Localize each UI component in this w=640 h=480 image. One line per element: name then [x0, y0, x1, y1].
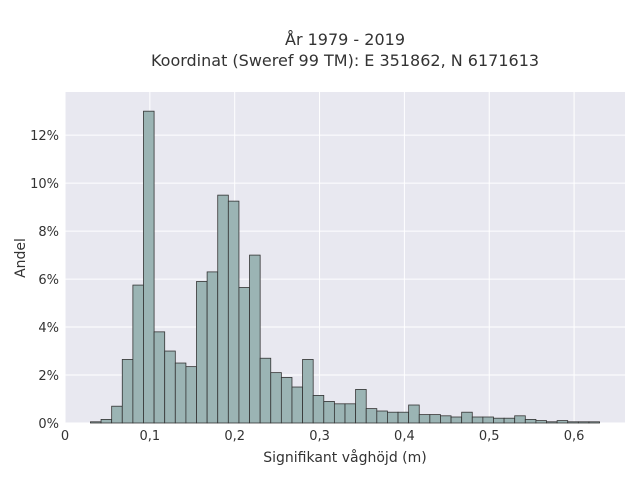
histogram-bar — [503, 417, 516, 424]
x-tick-label: 0,6 — [564, 429, 585, 444]
histogram-bar — [312, 395, 325, 424]
histogram-bar — [493, 417, 505, 424]
histogram-bar — [514, 415, 526, 424]
histogram-bar — [408, 404, 420, 424]
histogram-bar — [217, 194, 229, 424]
histogram-bar — [206, 271, 219, 424]
x-tick-label: 0,1 — [140, 429, 161, 444]
y-tick-label: 8% — [38, 225, 59, 240]
histogram-bar — [164, 350, 176, 424]
histogram-bar — [270, 372, 282, 424]
histogram-bars — [90, 110, 600, 424]
histogram-bar — [471, 416, 484, 424]
histogram-bar — [387, 411, 399, 424]
histogram-bar — [440, 415, 452, 424]
histogram-bar — [238, 287, 250, 424]
histogram-bar — [535, 420, 547, 424]
x-tick-label: 0,5 — [479, 429, 500, 444]
histogram-bar — [323, 401, 335, 424]
histogram-bar — [429, 414, 441, 424]
x-tick-label: 0 — [61, 429, 69, 444]
histogram-bar — [344, 403, 357, 424]
histogram-bar — [577, 421, 590, 424]
histogram-bar — [174, 362, 187, 424]
x-tick-label: 0,2 — [224, 429, 245, 444]
y-tick-label: 12% — [30, 129, 59, 144]
histogram-bar — [196, 281, 208, 424]
histogram-bar — [259, 357, 272, 424]
histogram-bar — [121, 359, 134, 424]
histogram-bar — [355, 389, 367, 424]
histogram-bar — [132, 284, 144, 424]
histogram-bar — [588, 421, 600, 424]
histogram-bar — [556, 420, 569, 424]
histogram-bar — [90, 421, 102, 424]
histogram-bar — [397, 411, 410, 424]
chart-title: År 1979 - 2019 — [285, 30, 405, 49]
histogram-bar — [249, 254, 261, 424]
chart-subtitle: Koordinat (Sweref 99 TM): E 351862, N 61… — [151, 51, 539, 70]
histogram-bar — [461, 411, 473, 424]
x-axis-ticks: 0 0,1 0,2 0,3 0,4 0,5 0,6 — [61, 429, 585, 444]
histogram-bar — [450, 416, 463, 424]
histogram-bar — [567, 421, 579, 424]
histogram-bar — [365, 408, 378, 424]
histogram-bar — [185, 366, 197, 424]
histogram-bar — [524, 419, 537, 424]
histogram-bar — [100, 419, 113, 424]
y-tick-label: 4% — [38, 321, 59, 336]
histogram-bar — [153, 331, 166, 424]
y-tick-label: 2% — [38, 369, 59, 384]
x-tick-label: 0,4 — [394, 429, 415, 444]
x-tick-label: 0,3 — [309, 429, 330, 444]
y-axis-ticks: 0% 2% 4% 6% 8% 10% 12% — [30, 129, 59, 432]
histogram-bar — [227, 200, 240, 424]
y-tick-label: 10% — [30, 177, 59, 192]
histogram-bar — [546, 421, 558, 424]
y-tick-label: 0% — [38, 417, 59, 432]
histogram-bar — [418, 414, 431, 424]
histogram-bar — [111, 405, 123, 424]
histogram-bar — [280, 377, 293, 424]
y-axis-label: Andel — [13, 238, 29, 278]
histogram-bar — [482, 416, 494, 424]
histogram-bar — [291, 386, 303, 424]
histogram-bar — [143, 110, 155, 424]
histogram-bar — [333, 403, 346, 424]
histogram-bar — [376, 410, 388, 424]
x-axis-label: Signifikant våghöjd (m) — [263, 449, 426, 466]
histogram-bar — [302, 359, 314, 424]
y-tick-label: 6% — [38, 273, 59, 288]
